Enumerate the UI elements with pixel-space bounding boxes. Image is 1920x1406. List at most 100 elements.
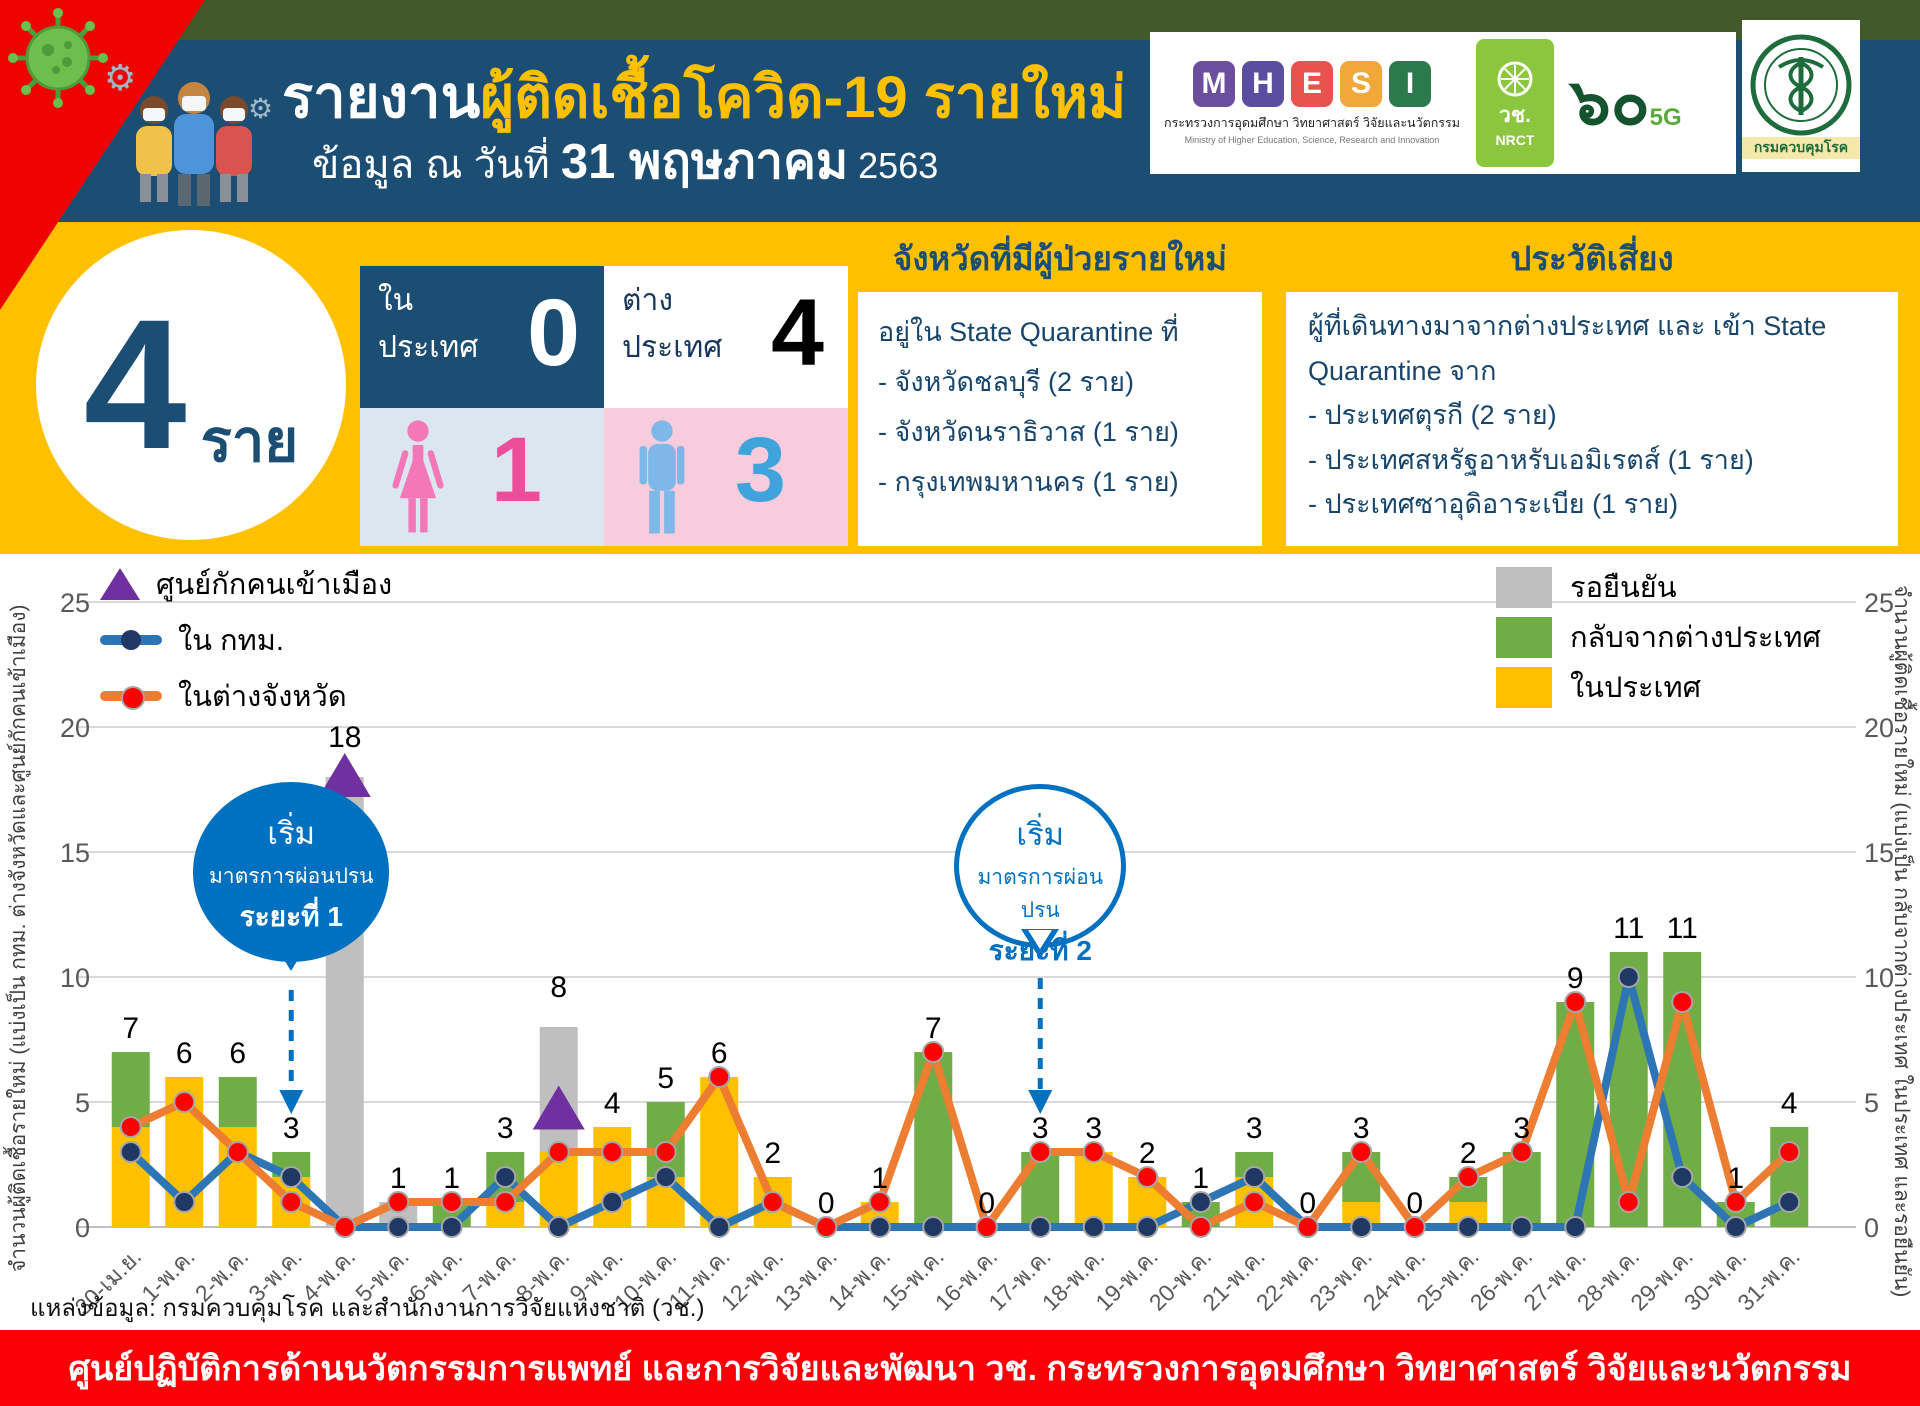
callout-line: ระยะที่ 1: [239, 901, 343, 932]
total-cases-unit: ราย: [200, 408, 299, 474]
male-cell: 3: [604, 408, 848, 546]
legend-item-domestic: ในประเทศ: [1496, 664, 1821, 710]
legend-item-pending: รอยืนยัน: [1496, 564, 1821, 610]
abroad-cell: ต่าง ประเทศ 4: [604, 266, 848, 408]
svg-text:0: 0: [978, 1187, 995, 1220]
province-box-title: จังหวัดที่มีผู้ป่วยรายใหม่: [892, 239, 1228, 277]
svg-text:5: 5: [657, 1062, 674, 1095]
female-value: 1: [490, 419, 542, 521]
svg-text:1: 1: [1727, 1162, 1744, 1195]
legend-item-quarantine-center: ศูนย์กักคนเข้าเมือง: [100, 556, 392, 612]
svg-text:20: 20: [60, 713, 90, 743]
legend-label: กลับจากต่างประเทศ: [1570, 622, 1821, 654]
gray-swatch-icon: [1496, 566, 1552, 608]
svg-text:2: 2: [764, 1137, 781, 1170]
ddc-seal: กรมควบคุมโรค: [1742, 20, 1860, 172]
svg-text:1: 1: [871, 1162, 888, 1195]
yellow-swatch-icon: [1496, 666, 1552, 708]
footer-banner: ศูนย์ปฏิบัติการด้านนวัตกรรมการแพทย์ และก…: [0, 1330, 1920, 1406]
svg-text:6: 6: [176, 1037, 193, 1070]
callout-easing-phase-2: เริ่ม มาตรการผ่อนปรน ระยะที่ 2: [954, 784, 1127, 966]
callout-easing-phase-1: เริ่ม มาตรการผ่อนปรน ระยะที่ 1: [193, 782, 390, 971]
svg-text:15: 15: [1864, 838, 1894, 868]
risk-line: - ประเทศสหรัฐอาหรับเอมิเรตส์ (1 ราย): [1308, 444, 1754, 475]
mhesi-letter: E: [1290, 61, 1333, 107]
svg-text:0: 0: [818, 1187, 835, 1220]
svg-text:2: 2: [1139, 1137, 1156, 1170]
domestic-cell: ใน ประเทศ 0: [360, 266, 604, 408]
svg-text:10: 10: [60, 963, 90, 993]
logo-panel: M H E S I กระทรวงการอุดมศึกษา วิทยาศาสตร…: [1150, 32, 1736, 174]
svg-text:3: 3: [1246, 1112, 1263, 1145]
svg-text:0: 0: [75, 1213, 90, 1243]
nrct-logo: วช. NRCT: [1475, 39, 1554, 167]
svg-text:18: 18: [328, 721, 361, 754]
svg-text:7: 7: [122, 1012, 139, 1045]
legend-left: ศูนย์กักคนเข้าเมือง ใน กทม. ในต่างจังหวั…: [100, 556, 392, 724]
y-axis-title-right: จำนวนผู้ติดเชื้อรายใหม่ (แบ่งเป็น กลับจา…: [1890, 584, 1913, 1298]
callout-line: ระยะที่ 2: [988, 935, 1092, 966]
callout-line: มาตรการผ่อนปรน: [208, 865, 374, 888]
orange-line-marker-icon: [100, 686, 162, 710]
source-note: แหล่งข้อมูล: กรมควบคุมโรค และสำนักงานการ…: [30, 1295, 705, 1322]
legend-label: ในประเทศ: [1570, 672, 1701, 704]
province-line: อยู่ใน State Quarantine ที่: [878, 317, 1179, 347]
mhesi-letter: M: [1192, 61, 1235, 107]
svg-text:3: 3: [497, 1112, 514, 1145]
mhesi-logo: M H E S I กระทรวงการอุดมศึกษา วิทยาศาสตร…: [1164, 61, 1460, 145]
mhesi-letter: I: [1388, 61, 1431, 107]
svg-text:1: 1: [443, 1162, 460, 1195]
y-axis-title-left: จำนวนผู้ติดเชื้อรายใหม่ (แบ่งเป็น กทม. ต…: [7, 604, 30, 1272]
male-icon: [639, 420, 685, 534]
province-line: - จังหวัดนราธิวาส (1 ราย): [878, 416, 1179, 447]
svg-text:0: 0: [1406, 1187, 1423, 1220]
svg-text:5: 5: [1864, 1088, 1879, 1118]
female-cell: 1: [360, 408, 604, 546]
legend-label: ศูนย์กักคนเข้าเมือง: [156, 569, 393, 601]
svg-text:25: 25: [1864, 588, 1894, 618]
female-icon: [392, 420, 444, 533]
svg-text:20: 20: [1864, 713, 1894, 743]
province-line: - จังหวัดชลบุรี (2 ราย): [878, 366, 1134, 397]
ddc-caption: กรมควบคุมโรค: [1742, 137, 1860, 159]
people-masks-icon: ⚙ ⚙: [102, 48, 282, 215]
risk-line: Quarantine จาก: [1308, 355, 1497, 386]
risk-box: ผู้ที่เดินทางมาจากต่างประเทศ และ เข้า St…: [1286, 292, 1898, 546]
legend-item-returnees: กลับจากต่างประเทศ: [1496, 614, 1821, 660]
svg-text:11: 11: [1613, 912, 1644, 945]
svg-text:25: 25: [60, 588, 90, 618]
title-prefix: รายงาน: [282, 65, 481, 130]
total-cases-value: 4: [83, 281, 187, 488]
summary-grid: ใน ประเทศ 0 ต่าง ประเทศ 4 1 3: [360, 266, 848, 546]
mhesi-thai-name: กระทรวงการอุดมศึกษา วิทยาศาสตร์ วิจัยและ…: [1164, 116, 1460, 130]
abroad-label: ต่าง ประเทศ: [622, 284, 723, 364]
nrct-eng: NRCT: [1495, 131, 1535, 148]
mhesi-eng-name: Ministry of Higher Education, Science, R…: [1184, 135, 1440, 145]
legend-label: ในต่างจังหวัด: [178, 681, 347, 713]
page-title: รายงานผู้ติดเชื้อโควิด-19 รายใหม่: [282, 50, 1126, 143]
legend-label: รอยืนยัน: [1570, 572, 1677, 604]
five-g-label: 5G: [1649, 103, 1682, 131]
legend-right: รอยืนยัน กลับจากต่างประเทศ ในประเทศ: [1496, 564, 1821, 714]
risk-line: ผู้ที่เดินทางมาจากต่างประเทศ และ เข้า St…: [1308, 311, 1827, 341]
svg-text:6: 6: [711, 1037, 728, 1070]
total-cases-circle: 4 ราย: [36, 230, 346, 540]
green-swatch-icon: [1496, 616, 1552, 658]
domestic-value: 0: [527, 280, 580, 386]
mhesi-letter: S: [1339, 61, 1382, 107]
title-highlight: ผู้ติดเชื้อโควิด-19 รายใหม่: [480, 65, 1127, 130]
domestic-label: ใน ประเทศ: [378, 284, 479, 364]
legend-item-bangkok: ใน กทม.: [100, 612, 392, 668]
triangle-marker-icon: [100, 568, 140, 600]
legend-label: ใน กทม.: [178, 625, 284, 657]
svg-text:4: 4: [1781, 1087, 1798, 1120]
public-health-seal-icon: [1750, 34, 1852, 136]
virus-icon: [8, 8, 108, 108]
risk-line: - ประเทศซาอุดิอาระเบีย (1 ราย): [1308, 489, 1679, 520]
svg-text:9: 9: [1567, 962, 1584, 995]
svg-text:3: 3: [283, 1112, 300, 1145]
gear-icon: ⚙: [104, 57, 136, 98]
blue-line-marker-icon: [100, 630, 162, 650]
subtitle-year: 2563: [848, 145, 939, 186]
